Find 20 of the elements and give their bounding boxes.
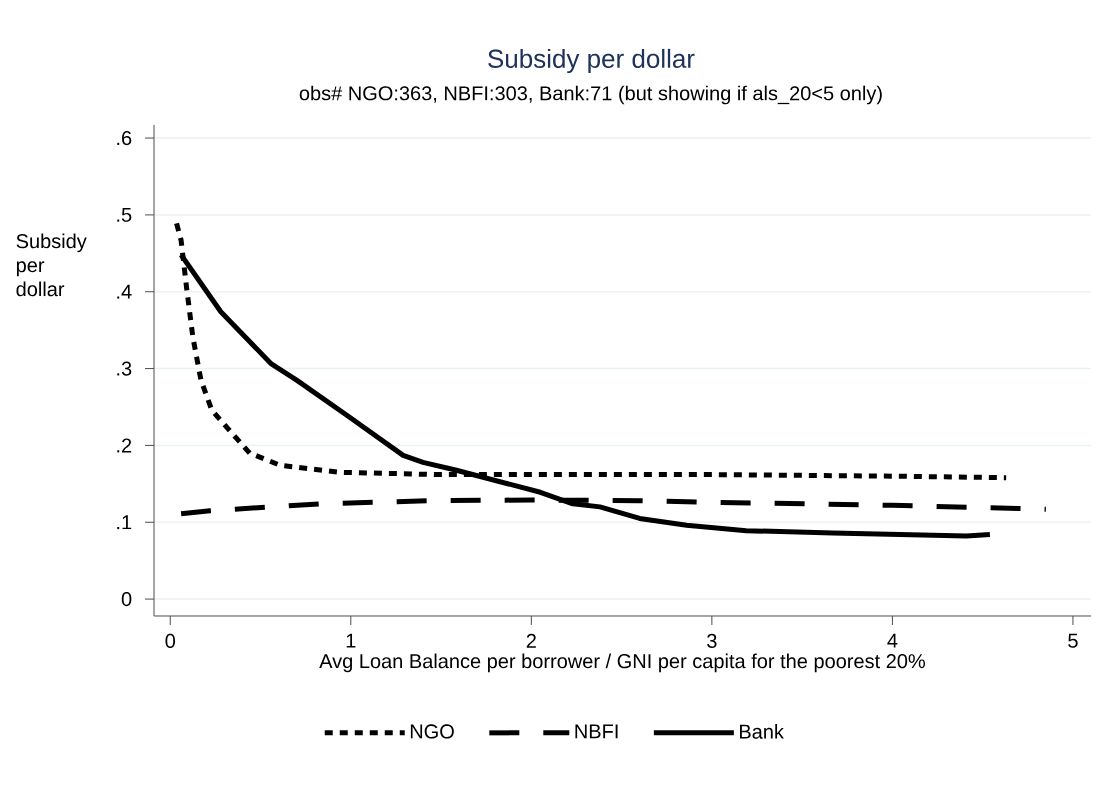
y-tick-label: .3	[117, 361, 132, 376]
y-tick-label: 0	[121, 592, 132, 607]
y-tick-label: .1	[117, 515, 132, 530]
y-tick-label: .2	[117, 438, 132, 453]
legend-label: NGO	[410, 724, 454, 739]
x-tick-label: 0	[165, 633, 176, 649]
x-axis-title: Avg Loan Balance per borrower / GNI per capita for the poorest 20%	[319, 653, 925, 673]
x-tick-label: 4	[887, 633, 898, 648]
x-tick-label: 1	[346, 633, 356, 648]
y-tick-label: .6	[117, 130, 132, 146]
legend-label: NBFI	[575, 724, 618, 739]
chart-subtitle: obs# NGO:363, NBFI:303, Bank:71 (but showing if als_20<5 only)	[299, 85, 882, 105]
y-tick-label: .5	[117, 207, 132, 222]
legend-label: Bank	[740, 724, 784, 739]
y-tick-label: .4	[117, 284, 132, 299]
chart-title: Subsidy per dollar	[488, 48, 695, 74]
x-tick-label: 2	[526, 633, 536, 648]
y-axis-title: Subsidy per dollar	[16, 233, 87, 297]
x-tick-label: 3	[707, 633, 717, 649]
x-tick-label: 5	[1068, 633, 1078, 648]
